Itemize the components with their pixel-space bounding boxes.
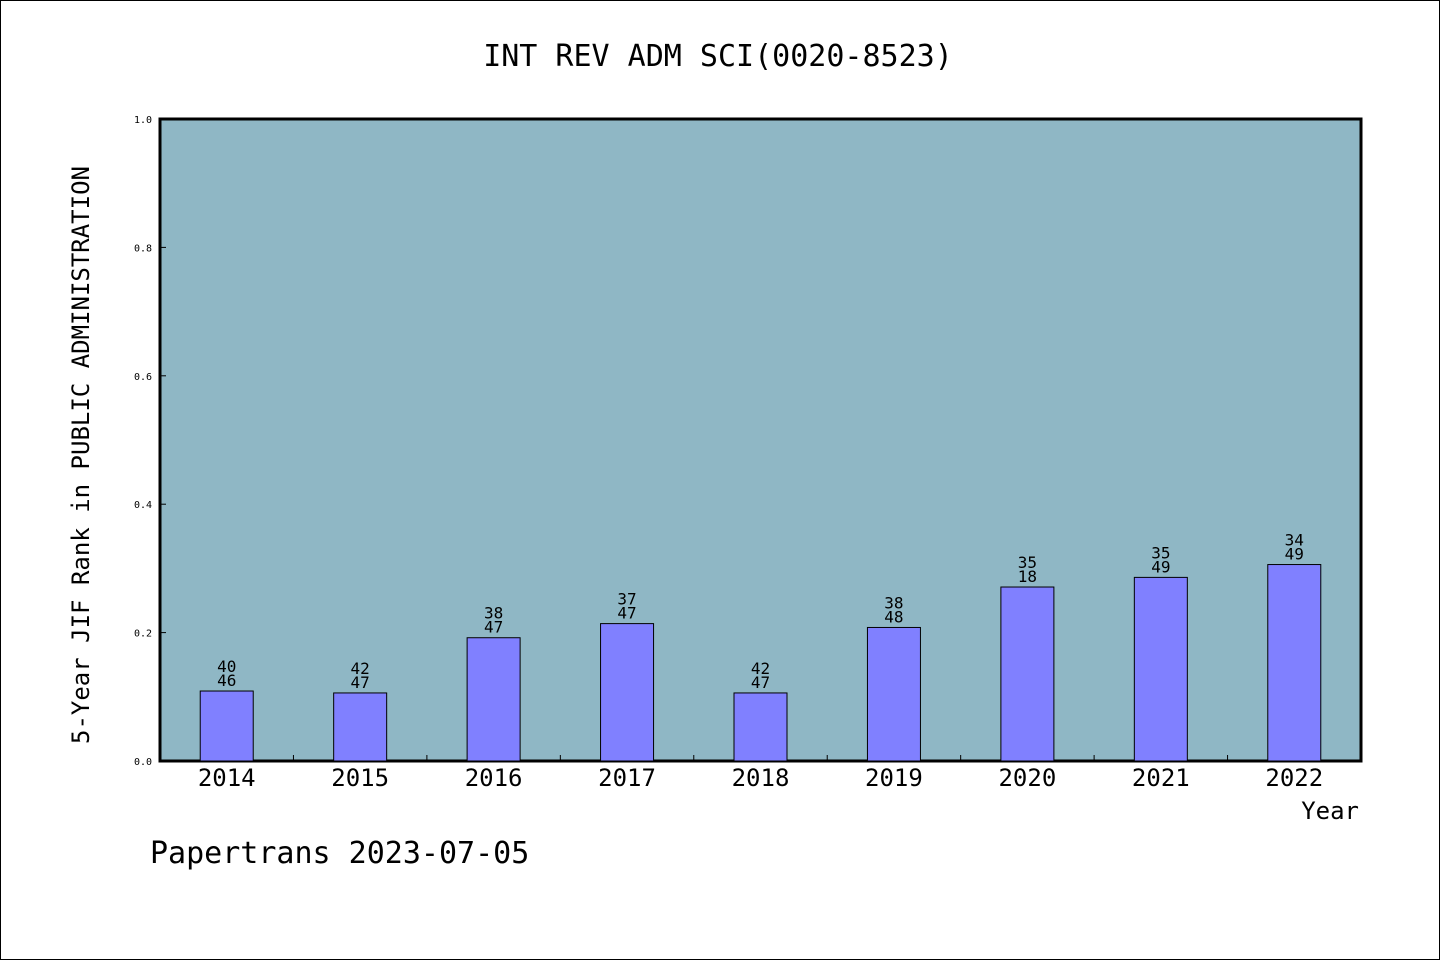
- bar-2017: [600, 623, 655, 762]
- bar-total-label: 47: [484, 618, 503, 637]
- x-tick-label: 2021: [1132, 764, 1190, 792]
- bar-2018: [733, 692, 788, 762]
- bar-rank-label: 42: [351, 659, 370, 678]
- x-axis-ticks: 2014 2015 2016 2017 2018 2019 2020 2021 2022: [198, 755, 1323, 792]
- y-axis-ticks: 0.0 0.2 0.4 0.6 0.8 1.0: [134, 115, 166, 768]
- bar-2014: [199, 690, 254, 762]
- y-tick-label: 0.0: [134, 757, 152, 768]
- x-tick-label: 2015: [331, 764, 389, 792]
- x-tick-label: 2022: [1265, 764, 1323, 792]
- x-tick-label: 2017: [598, 764, 656, 792]
- bar-total-label: 47: [617, 604, 636, 623]
- y-tick-label: 0.6: [134, 372, 152, 383]
- bar-rank-label: 34: [1285, 531, 1304, 550]
- bar-rank-label: 40: [217, 657, 236, 676]
- bar-rank-label: 42: [751, 659, 770, 678]
- bar-total-label: 18: [1018, 567, 1037, 586]
- x-tick-label: 2014: [198, 764, 256, 792]
- y-tick-label: 0.8: [134, 243, 152, 254]
- bar-2021: [1133, 576, 1188, 762]
- x-tick-label: 2018: [732, 764, 790, 792]
- bar-rank-label: 35: [1151, 543, 1170, 562]
- x-tick-label: 2019: [865, 764, 923, 792]
- chart-title: INT REV ADM SCI(0020-8523): [483, 39, 953, 74]
- footer-credit: Papertrans 2023-07-05: [150, 836, 529, 871]
- bar-total-label: 48: [884, 607, 903, 626]
- y-tick-label: 1.0: [134, 115, 152, 126]
- bar-rank-label: 38: [884, 593, 903, 612]
- x-tick-label: 2016: [465, 764, 523, 792]
- bar-rank-label: 38: [484, 604, 503, 623]
- x-axis-label: Year: [1301, 797, 1359, 825]
- x-tick-label: 2020: [998, 764, 1056, 792]
- y-axis-label: 5-Year JIF Rank in PUBLIC ADMINISTRATION: [67, 166, 95, 744]
- bar-total-label: 49: [1151, 557, 1170, 576]
- bar-2022: [1267, 564, 1322, 762]
- bar-total-label: 49: [1285, 545, 1304, 564]
- bar-2019: [866, 626, 921, 762]
- bar-2015: [333, 692, 388, 762]
- bar-total-label: 47: [351, 673, 370, 692]
- bar-total-label: 46: [217, 671, 236, 690]
- bar-2016: [466, 637, 521, 762]
- bar-2020: [1000, 586, 1055, 762]
- bars-group: [199, 564, 1322, 762]
- bar-total-label: 47: [751, 673, 770, 692]
- y-tick-label: 0.4: [134, 500, 152, 511]
- bar-rank-label: 37: [617, 590, 636, 609]
- y-tick-label: 0.2: [134, 629, 152, 640]
- bar-rank-label: 35: [1018, 553, 1037, 572]
